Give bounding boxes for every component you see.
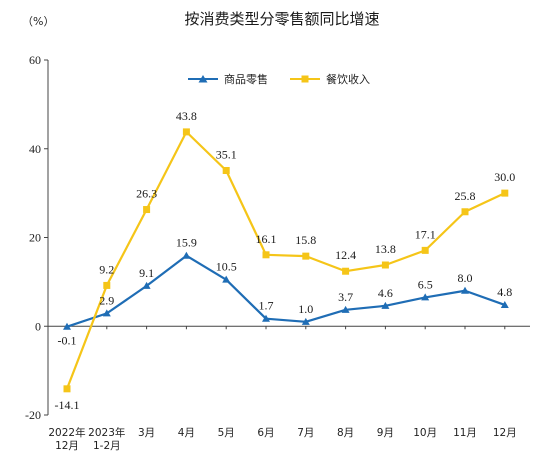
series-line-retail: [66, 254, 506, 328]
data-label-catering: 25.8: [455, 189, 476, 203]
data-label-catering: 35.1: [216, 147, 237, 161]
x-tick-label: 1-2月: [93, 440, 121, 452]
y-axis-unit-label: （%）: [22, 15, 54, 28]
x-tick-label: 5月: [218, 427, 235, 439]
data-point-retail: [63, 322, 71, 330]
data-label-catering: 30.0: [494, 170, 515, 184]
legend-label-catering: 餐饮收入: [326, 72, 370, 86]
x-tick-label: 10月: [413, 427, 437, 439]
x-tick-label: 2022年: [48, 426, 85, 439]
data-point-catering: [421, 246, 429, 254]
x-tick-label: 11月: [453, 427, 477, 439]
data-label-retail: -0.1: [58, 334, 77, 348]
data-point-retail: [461, 286, 469, 294]
x-tick-label: 2023年: [88, 426, 125, 439]
data-label-catering: 17.1: [415, 227, 436, 241]
data-labels: -0.1 2.9 9.1 15.9 10.5 1.7 1.0 3.7 4.6 6.5 8.0 4.8 -…: [55, 109, 516, 412]
x-tick-label: 6月: [257, 427, 274, 439]
data-point-retail: [301, 317, 310, 325]
data-label-retail: 9.1: [139, 266, 154, 280]
x-tick-label: 3月: [138, 427, 155, 439]
y-tick-label: 0: [35, 319, 41, 333]
data-label-retail: 1.0: [298, 302, 313, 316]
legend-label-retail: 商品零售: [224, 72, 268, 86]
x-tick-label: 9月: [377, 427, 394, 439]
data-label-catering: 9.2: [99, 262, 114, 276]
data-point-retail: [182, 251, 191, 259]
data-point-catering: [342, 267, 350, 275]
data-label-catering: 13.8: [375, 242, 396, 256]
data-point-catering: [262, 251, 270, 259]
y-tick-label: 40: [29, 142, 41, 156]
data-point-retail: [262, 314, 270, 322]
y-tick-label: 60: [29, 53, 41, 67]
data-label-retail: 6.5: [418, 277, 433, 291]
data-label-retail: 10.5: [216, 260, 237, 274]
data-point-catering: [103, 281, 111, 289]
x-tick-label: 7月: [297, 427, 314, 439]
legend-triangle-icon: [198, 75, 208, 83]
x-tick-label: 12月: [55, 440, 79, 452]
data-label-catering: -14.1: [55, 398, 80, 412]
data-point-retail: [341, 305, 350, 313]
data-label-catering: 16.1: [256, 232, 277, 246]
y-tick-label: 20: [29, 231, 41, 245]
series-line-catering: [65, 130, 506, 390]
data-label-retail: 4.6: [378, 286, 393, 300]
data-label-retail: 8.0: [458, 271, 473, 285]
data-point-catering: [302, 252, 310, 260]
legend: 商品零售 餐饮收入: [188, 72, 370, 86]
legend-square-icon: [301, 75, 309, 83]
x-tick-label: 12月: [493, 427, 517, 439]
data-point-retail: [142, 281, 151, 289]
data-point-catering: [63, 385, 71, 393]
data-label-retail: 4.8: [497, 285, 512, 299]
chart-title: 按消费类型分零售额同比增速: [184, 10, 379, 28]
data-point-retail: [421, 293, 430, 301]
data-label-retail: 1.7: [259, 299, 274, 313]
data-point-retail: [381, 301, 390, 309]
data-label-retail: 3.7: [338, 290, 353, 304]
x-tick-label: 4月: [178, 427, 195, 439]
data-label-catering: 15.8: [295, 233, 316, 247]
x-tick-label: 8月: [337, 427, 354, 439]
data-point-retail: [102, 309, 111, 317]
data-point-catering: [143, 206, 151, 214]
data-point-retail: [222, 275, 231, 283]
data-point-retail: [500, 300, 509, 308]
data-label-retail: 2.9: [99, 293, 114, 307]
data-point-catering: [501, 189, 509, 197]
data-point-catering: [381, 261, 389, 269]
data-label-catering: 26.3: [136, 187, 157, 201]
data-point-catering: [222, 166, 230, 174]
data-label-catering: 12.4: [335, 248, 356, 262]
series-layer: [63, 128, 509, 393]
data-point-catering: [461, 208, 469, 216]
y-tick-label: -20: [25, 408, 41, 422]
data-label-retail: 15.9: [176, 236, 197, 250]
data-label-catering: 43.8: [176, 109, 197, 123]
data-point-catering: [182, 128, 190, 136]
